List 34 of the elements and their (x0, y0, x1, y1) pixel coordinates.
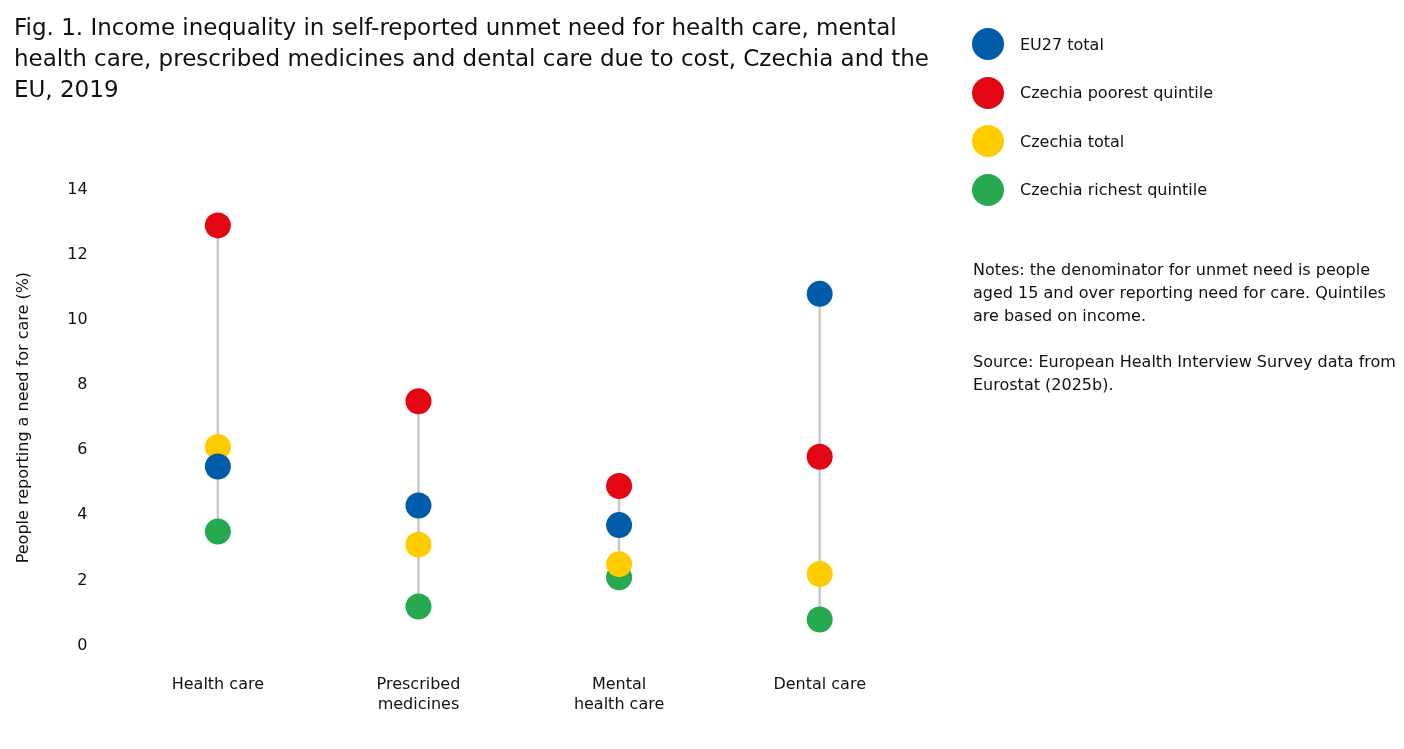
legend-label: Czechia richest quintile (1020, 180, 1208, 200)
point (606, 473, 633, 499)
text: Notes: the denominator for unmet need is people aged 15 and over reporting need for care. Quintiles are based on income. (973, 259, 1387, 327)
y-tick-label: 12 (67, 243, 88, 263)
chart-title: Fig. 1. Income inequality in self-reported unmet need for health care, mental health care, prescribed medicines and dental care due to cost, Czechia and the EU, 2019 (14, 13, 929, 104)
point (204, 212, 231, 239)
x-tick-label: Prescribed medicines (376, 674, 461, 713)
point (405, 531, 432, 558)
point (204, 453, 231, 480)
legend-label: Czechia poorest quintile (1020, 83, 1214, 103)
legend-label: Czechia total (1020, 131, 1125, 151)
point (405, 388, 432, 415)
x-tick-label: Health care (171, 674, 265, 694)
point (806, 280, 833, 307)
x-tick-label: Mental health care (573, 674, 665, 713)
y-axis-title: People reporting a need for care (%) (12, 271, 32, 564)
source-note: Source: European Health Interview Survey data from Eurostat (2025b). (973, 351, 1397, 396)
point (405, 593, 432, 620)
point (806, 443, 833, 470)
x-tick-label: Dental care (773, 674, 866, 694)
y-tick-label: 10 (67, 309, 88, 329)
point (204, 518, 231, 545)
y-tick-label: 6 (77, 439, 88, 459)
point (606, 512, 633, 539)
y-tick-label: 2 (77, 569, 88, 589)
point (806, 606, 833, 633)
legend-label: EU27 total (1020, 34, 1104, 54)
y-tick-label: 0 (77, 634, 88, 654)
point (606, 551, 633, 578)
point (806, 560, 833, 587)
point (405, 492, 432, 519)
y-tick-label: 8 (77, 374, 88, 394)
y-tick-label: 4 (77, 504, 88, 524)
y-tick-label: 14 (67, 178, 88, 198)
